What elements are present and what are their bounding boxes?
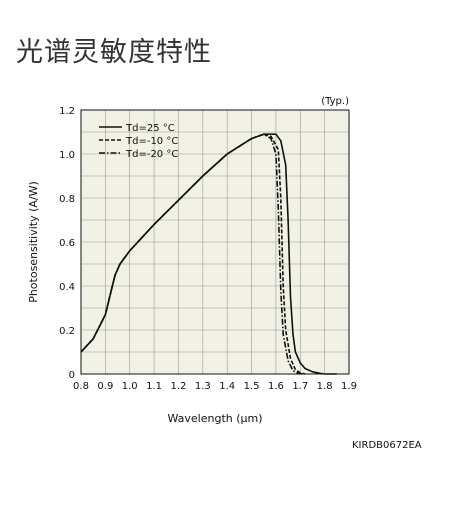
plot-frame xyxy=(80,109,350,375)
y-tick-label: 1.0 xyxy=(59,150,75,161)
x-tick-label: 1.4 xyxy=(219,381,235,392)
y-tick-label: 0.8 xyxy=(59,194,75,205)
x-tick-label: 1.2 xyxy=(171,381,187,392)
x-tick-labels: 0.8 0.9 1.0 1.1 1.2 1.3 1.4 1.5 1.6 1.7 1.8 1.9 xyxy=(73,381,357,392)
legend: Td=25 °C Td=-10 °C Td=-20 °C xyxy=(99,123,178,160)
page-title: 光谱灵敏度特性 xyxy=(16,37,212,68)
x-tick-label: 1.8 xyxy=(317,381,333,392)
x-tick-label: 1.7 xyxy=(292,381,308,392)
series-line xyxy=(80,133,303,375)
x-axis-label: Wavelength (μm) xyxy=(167,412,262,425)
x-tick-label: 1.6 xyxy=(268,381,284,392)
y-axis-label: Photosensitivity (A/W) xyxy=(27,181,40,303)
y-tick-label: 1.2 xyxy=(59,106,75,117)
typ-note: (Typ.) xyxy=(321,96,349,107)
x-tick-label: 0.8 xyxy=(73,381,89,392)
document-code: KIRDB0672EA xyxy=(352,440,422,451)
y-tick-label: 0 xyxy=(69,370,75,381)
y-tick-label: 0.2 xyxy=(59,326,75,337)
x-tick-label: 1.5 xyxy=(244,381,260,392)
x-tick-label: 1.1 xyxy=(146,381,162,392)
series-lines xyxy=(80,133,337,375)
x-tick-label: 1.3 xyxy=(195,381,211,392)
x-tick-label: 1.9 xyxy=(341,381,357,392)
legend-label: Td=-10 °C xyxy=(125,136,178,147)
x-tick-label: 1.0 xyxy=(122,381,138,392)
y-tick-labels: 0 0.2 0.4 0.6 0.8 1.0 1.2 xyxy=(59,106,75,381)
y-tick-label: 0.4 xyxy=(59,282,75,293)
legend-label: Td=-20 °C xyxy=(125,149,178,160)
y-tick-label: 0.6 xyxy=(59,238,75,249)
x-tick-label: 0.9 xyxy=(97,381,113,392)
legend-label: Td=25 °C xyxy=(125,123,175,134)
